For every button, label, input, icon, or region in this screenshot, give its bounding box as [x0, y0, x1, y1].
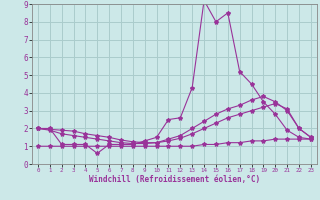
X-axis label: Windchill (Refroidissement éolien,°C): Windchill (Refroidissement éolien,°C) — [89, 175, 260, 184]
